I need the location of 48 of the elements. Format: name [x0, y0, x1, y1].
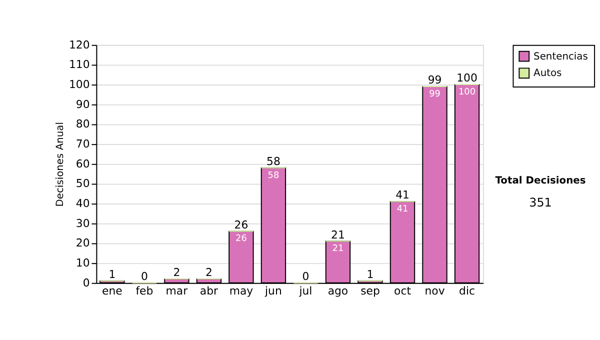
- total-label: 0: [302, 270, 310, 283]
- y-tick-label: 90: [76, 98, 90, 111]
- total-label: 26: [234, 218, 248, 232]
- x-tick-label: jul: [298, 284, 312, 298]
- x-tick-label: sep: [360, 284, 380, 298]
- x-tick-label: abr: [200, 284, 218, 298]
- y-tick-label: 70: [76, 138, 90, 151]
- y-tick-label: 60: [76, 157, 90, 170]
- x-tick-label: dic: [459, 284, 475, 298]
- x-tick-label: oct: [394, 284, 412, 298]
- data-label: 26: [236, 234, 248, 244]
- y-axis-title: Decisiones Anual: [54, 122, 66, 207]
- y-tick-label: 50: [76, 177, 90, 190]
- total-label: 2: [173, 266, 180, 279]
- y-tick-label: 110: [68, 58, 90, 72]
- total-label: 0: [140, 270, 148, 283]
- x-tick-label: ene: [102, 284, 123, 298]
- y-tick-label: 20: [76, 236, 90, 250]
- total-label: 1: [108, 268, 116, 281]
- total-label: 99: [428, 74, 442, 87]
- y-tick-label: 100: [68, 78, 90, 92]
- total-label: 2: [205, 266, 212, 279]
- legend-label: Autos: [534, 68, 562, 80]
- data-label: 41: [396, 204, 408, 214]
- total-label: 100: [456, 72, 478, 85]
- y-tick-label: 80: [76, 118, 90, 131]
- x-tick-label: nov: [424, 284, 446, 298]
- x-tick-label: may: [229, 284, 254, 298]
- total-label: 21: [331, 228, 345, 242]
- x-tick-label: ago: [328, 284, 348, 298]
- total-label: 1: [366, 268, 374, 281]
- total-label: 41: [396, 188, 410, 202]
- x-tick-label: feb: [136, 284, 154, 298]
- text: Total Decisiones: [495, 176, 586, 187]
- data-label: 100: [458, 87, 476, 98]
- y-tick-label: 10: [76, 256, 90, 270]
- x-tick-label: mar: [166, 284, 188, 298]
- data-label: 99: [429, 89, 441, 100]
- text: 351: [529, 196, 552, 210]
- x-tick-label: jun: [264, 284, 282, 298]
- total-label: 58: [266, 154, 280, 168]
- data-label: 21: [332, 244, 344, 254]
- y-tick-label: 30: [76, 216, 90, 230]
- data-label: 58: [268, 170, 280, 181]
- y-tick-label: 40: [76, 197, 90, 210]
- y-tick-label: 0: [82, 276, 90, 290]
- y-tick-label: 120: [68, 38, 90, 52]
- legend-label: Sentencias: [534, 51, 588, 62]
